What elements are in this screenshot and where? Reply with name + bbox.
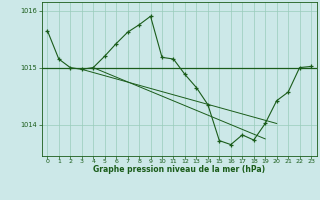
X-axis label: Graphe pression niveau de la mer (hPa): Graphe pression niveau de la mer (hPa) (93, 165, 265, 174)
